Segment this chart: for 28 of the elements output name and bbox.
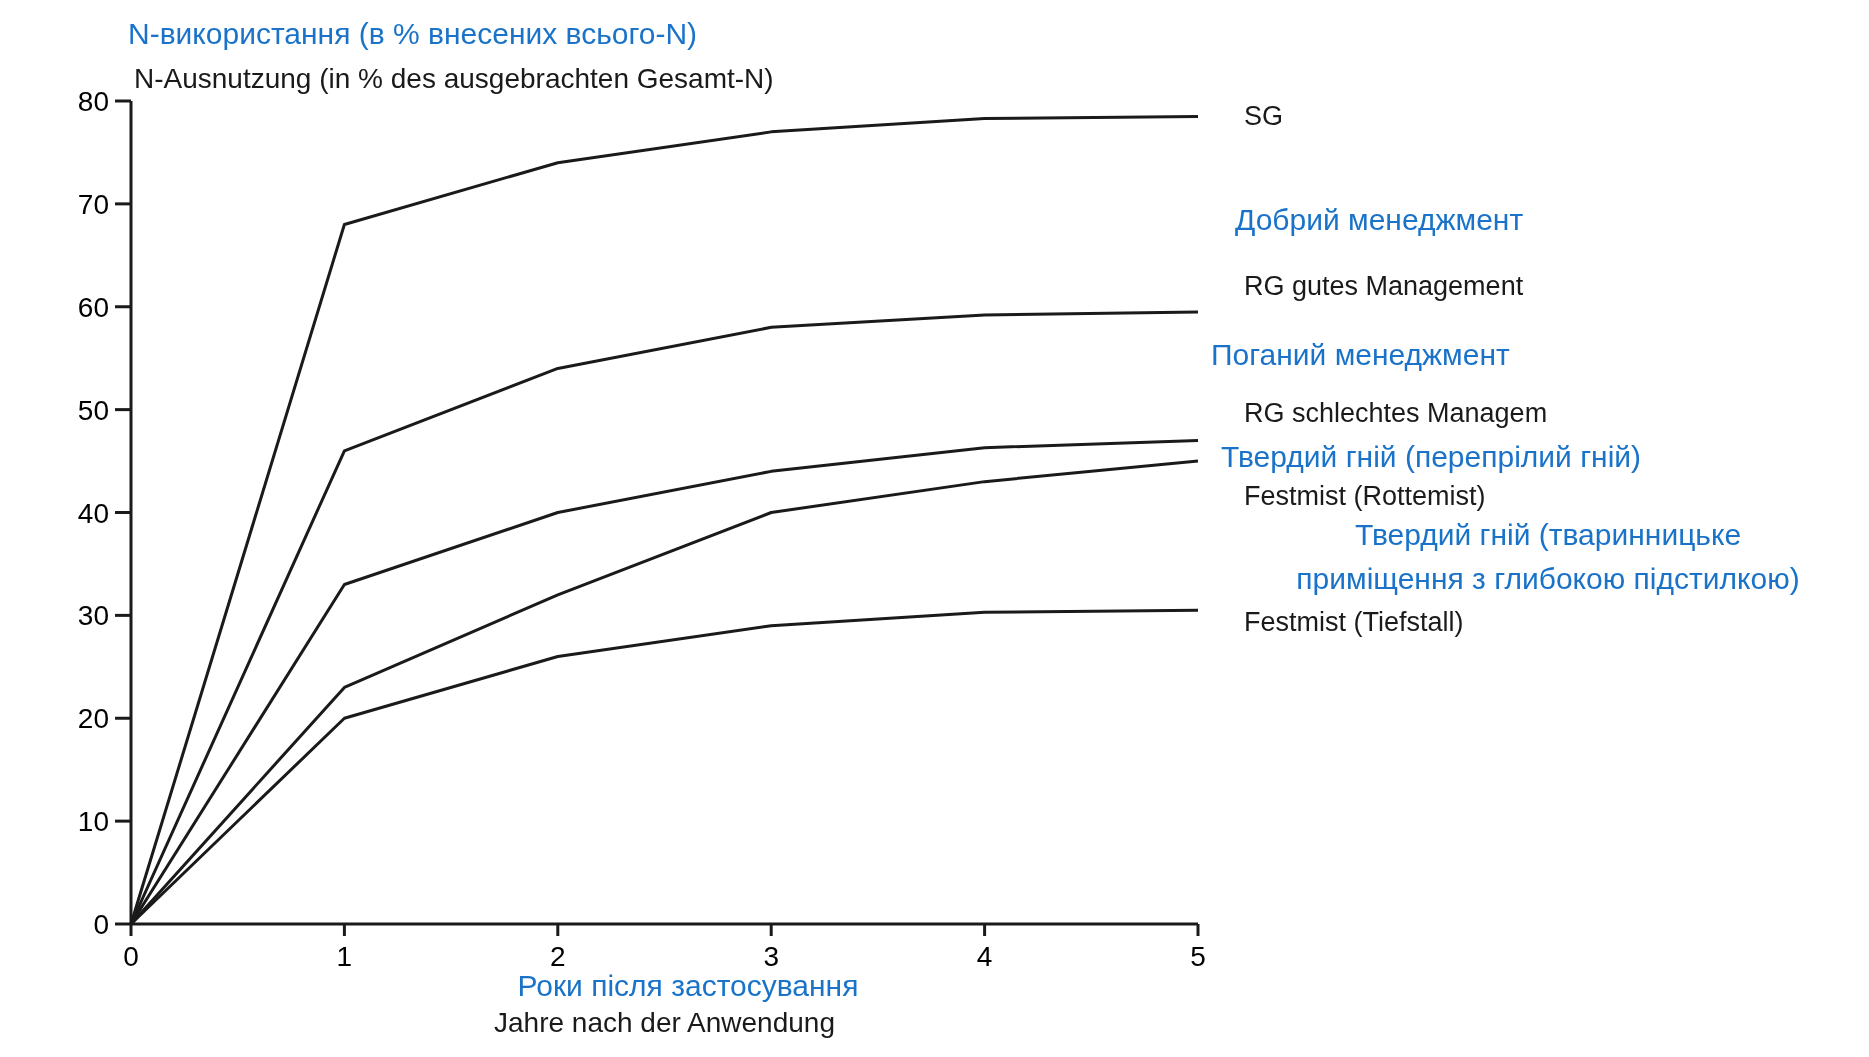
x-tick-label: 4 <box>976 941 993 972</box>
y-tick-label: 80 <box>77 86 109 117</box>
text: Поганий менеджмент <box>1211 338 1510 371</box>
text: Добрий менеджмент <box>1235 203 1524 236</box>
x-tick-label: 0 <box>123 941 139 972</box>
y-tick-label: 50 <box>77 394 109 426</box>
y-tick-label: 70 <box>77 188 109 220</box>
y-tick-label: 0 <box>93 909 109 940</box>
y-tick-label: 20 <box>77 703 109 735</box>
y-tick-label: 40 <box>77 497 109 529</box>
y-tick-label: 30 <box>77 600 109 632</box>
x-tick-label: 5 <box>1190 941 1206 972</box>
x-tick-label: 3 <box>763 941 779 972</box>
text: Роки після застосування <box>517 969 859 1002</box>
text: Твердий гній (перепрілий гній) <box>1221 440 1642 473</box>
series-label: RG gutes Management <box>1244 270 1524 301</box>
y-axis-title: N-Ausnutzung (in % des ausgebrachten Gesamt-N) <box>134 63 774 94</box>
y-tick-label: 10 <box>77 806 109 838</box>
series-label: RG schlechtes Managem <box>1244 398 1548 429</box>
series-label: Festmist (Tiefstall) <box>1244 607 1464 638</box>
series-label: Festmist (Rottemist) <box>1244 481 1486 512</box>
text: Твердий гній (тваринницьке приміщення з глибокою підстилкою) <box>1296 518 1800 595</box>
series-label: SG <box>1244 101 1284 132</box>
y-tick-label: 60 <box>77 291 109 323</box>
x-tick-label: 2 <box>550 941 566 972</box>
x-tick-label: 1 <box>336 941 353 972</box>
x-axis-title: Jahre nach der Anwendung <box>494 1007 835 1038</box>
chart-title: N-використання (в % внесених всього-N) <box>128 17 698 50</box>
